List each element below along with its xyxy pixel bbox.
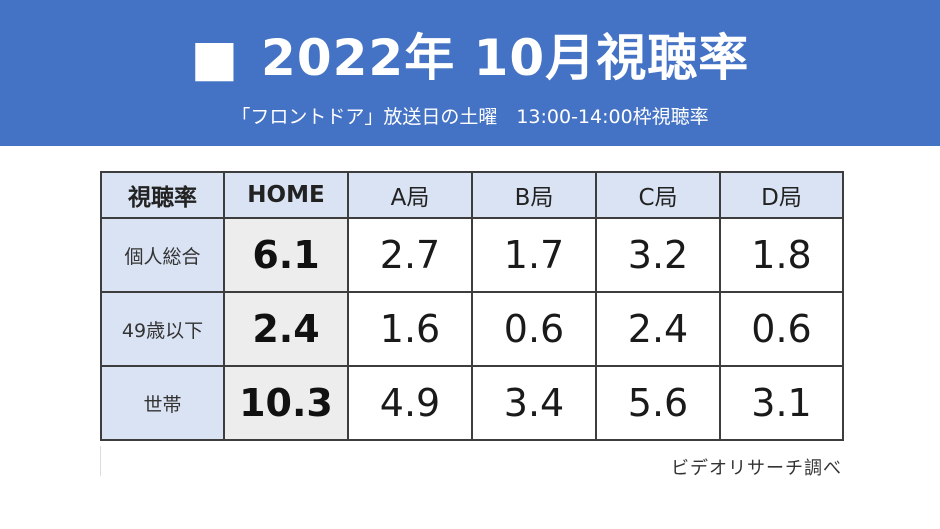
table-row: 世帯 10.3 4.9 3.4 5.6 3.1: [100, 365, 844, 441]
station-value: 2.7: [347, 217, 473, 293]
column-header-rating: 視聴率: [100, 171, 225, 219]
square-bullet-icon: ■: [190, 29, 240, 87]
table-header-row: 視聴率 HOME A局 B局 C局 D局: [100, 171, 844, 219]
station-value: 3.2: [595, 217, 721, 293]
station-value: 4.9: [347, 365, 473, 441]
station-value: 3.4: [471, 365, 597, 441]
home-value: 6.1: [223, 217, 349, 293]
station-value: 1.8: [719, 217, 844, 293]
title-text: 2022年 10月視聴率: [261, 29, 750, 87]
table-row: 個人総合 6.1 2.7 1.7 3.2 1.8: [100, 217, 844, 293]
table-foot-divider: [100, 446, 101, 476]
source-note: ビデオリサーチ調べ: [671, 458, 842, 479]
header-banner: ■ 2022年 10月視聴率 「フロントドア」放送日の土曜 13:00-14:00…: [0, 0, 940, 146]
row-label: 49歳以下: [100, 291, 225, 367]
column-header-station-d: D局: [719, 171, 844, 219]
station-value: 3.1: [719, 365, 844, 441]
station-value: 5.6: [595, 365, 721, 441]
station-value: 1.7: [471, 217, 597, 293]
home-value: 10.3: [223, 365, 349, 441]
table-row: 49歳以下 2.4 1.6 0.6 2.4 0.6: [100, 291, 844, 367]
station-value: 2.4: [595, 291, 721, 367]
row-label: 世帯: [100, 365, 225, 441]
station-value: 0.6: [719, 291, 844, 367]
station-value: 0.6: [471, 291, 597, 367]
row-label: 個人総合: [100, 217, 225, 293]
column-header-station-c: C局: [595, 171, 721, 219]
column-header-station-b: B局: [471, 171, 597, 219]
station-value: 1.6: [347, 291, 473, 367]
ratings-table: 視聴率 HOME A局 B局 C局 D局 個人総合 6.1 2.7 1.7 3.…: [100, 171, 844, 441]
column-header-station-a: A局: [347, 171, 473, 219]
page-subtitle: 「フロントドア」放送日の土曜 13:00-14:00枠視聴率: [231, 106, 709, 128]
column-header-home: HOME: [223, 171, 349, 219]
page-title: ■ 2022年 10月視聴率: [0, 22, 940, 94]
home-value: 2.4: [223, 291, 349, 367]
